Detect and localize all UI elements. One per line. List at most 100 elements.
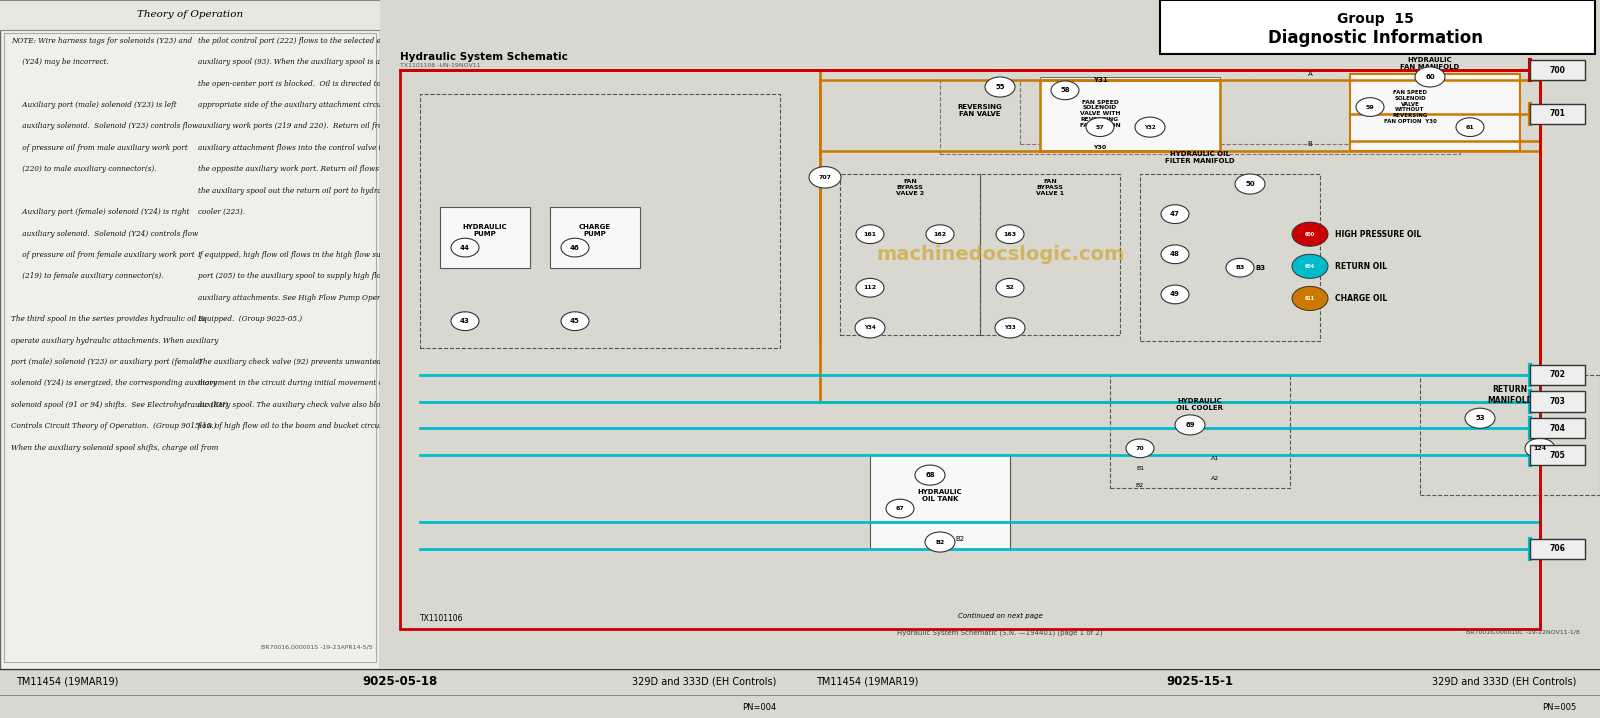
Text: NOTE: Wire harness tags for solenoids (Y23) and: NOTE: Wire harness tags for solenoids (Y… bbox=[11, 37, 192, 45]
Bar bbox=[1421, 375, 1600, 495]
Text: Y34: Y34 bbox=[864, 325, 875, 330]
Circle shape bbox=[854, 318, 885, 338]
Circle shape bbox=[995, 279, 1024, 297]
Text: Theory of Operation: Theory of Operation bbox=[138, 10, 243, 19]
Text: 705: 705 bbox=[1549, 450, 1565, 460]
Bar bbox=[400, 70, 1539, 629]
Text: PN=004: PN=004 bbox=[742, 703, 776, 712]
Text: 706: 706 bbox=[1549, 544, 1565, 554]
Circle shape bbox=[1525, 438, 1555, 458]
Circle shape bbox=[1162, 285, 1189, 304]
Text: 53: 53 bbox=[1475, 415, 1485, 421]
Bar bbox=[440, 208, 530, 268]
Circle shape bbox=[451, 238, 478, 257]
Bar bbox=[840, 174, 979, 335]
Text: 329D and 333D (EH Controls): 329D and 333D (EH Controls) bbox=[632, 677, 776, 687]
Text: A1: A1 bbox=[1211, 456, 1219, 461]
Bar bbox=[1160, 0, 1595, 54]
Text: B2: B2 bbox=[955, 536, 965, 541]
Text: 700: 700 bbox=[1549, 66, 1565, 75]
Text: 55: 55 bbox=[995, 84, 1005, 90]
Circle shape bbox=[995, 318, 1026, 338]
Text: 9025-15-1: 9025-15-1 bbox=[1166, 676, 1234, 689]
Text: 162: 162 bbox=[933, 232, 947, 237]
Bar bbox=[1139, 174, 1320, 341]
Circle shape bbox=[915, 465, 946, 485]
Bar bbox=[1530, 391, 1586, 411]
Text: 52: 52 bbox=[1006, 285, 1014, 290]
Bar bbox=[819, 70, 1539, 401]
Text: 604: 604 bbox=[1306, 264, 1315, 269]
Text: B2: B2 bbox=[936, 539, 944, 544]
Text: B1: B1 bbox=[1136, 466, 1144, 471]
Text: FAN SPEED
SOLENOID
VALVE
WITHOUT
REVERSING
FAN OPTION  Y30: FAN SPEED SOLENOID VALVE WITHOUT REVERSI… bbox=[1384, 90, 1437, 124]
Circle shape bbox=[925, 532, 955, 552]
Circle shape bbox=[451, 312, 478, 330]
Text: RETURN
MANIFOLD: RETURN MANIFOLD bbox=[1486, 385, 1533, 404]
Text: B2: B2 bbox=[1136, 482, 1144, 488]
Text: auxiliary spool (93). When the auxiliary spool is actuated,: auxiliary spool (93). When the auxiliary… bbox=[198, 58, 410, 66]
Circle shape bbox=[1293, 286, 1328, 310]
Circle shape bbox=[1293, 254, 1328, 279]
Bar bbox=[1530, 60, 1586, 80]
Text: A: A bbox=[1307, 70, 1312, 77]
Bar bbox=[1350, 74, 1520, 151]
Text: The auxiliary check valve (92) prevents unwanted: The auxiliary check valve (92) prevents … bbox=[198, 358, 381, 366]
Bar bbox=[870, 455, 1010, 549]
Bar bbox=[941, 80, 1459, 154]
Text: TM11454 (19MAR19): TM11454 (19MAR19) bbox=[16, 677, 118, 687]
Bar bbox=[1110, 375, 1290, 488]
Bar bbox=[979, 174, 1120, 335]
Text: 70: 70 bbox=[1136, 446, 1144, 451]
Text: 50: 50 bbox=[1245, 181, 1254, 187]
Text: B3: B3 bbox=[1254, 265, 1266, 271]
Circle shape bbox=[1226, 258, 1254, 277]
Text: of pressure oil from male auxiliary work port: of pressure oil from male auxiliary work… bbox=[11, 144, 189, 152]
Text: the pilot control port (222) flows to the selected end of the: the pilot control port (222) flows to th… bbox=[198, 37, 413, 45]
Text: Continued on next page: Continued on next page bbox=[958, 612, 1042, 619]
Text: the auxiliary spool out the return oil port to hydraulic oil: the auxiliary spool out the return oil p… bbox=[198, 187, 406, 195]
Circle shape bbox=[1126, 439, 1154, 457]
Text: 124: 124 bbox=[1533, 446, 1547, 451]
Text: HYDRAULIC
OIL TANK: HYDRAULIC OIL TANK bbox=[918, 489, 962, 502]
Text: flow of high flow oil to the boom and bucket circuits.: flow of high flow oil to the boom and bu… bbox=[198, 422, 390, 430]
Text: auxiliary work ports (219 and 220).  Return oil from the: auxiliary work ports (219 and 220). Retu… bbox=[198, 123, 403, 131]
Text: 161: 161 bbox=[864, 232, 877, 237]
Text: appropriate side of the auxiliary attachment circuit through: appropriate side of the auxiliary attach… bbox=[198, 101, 418, 109]
Circle shape bbox=[562, 238, 589, 257]
Text: HYDRAULIC OIL
FILTER MANIFOLD: HYDRAULIC OIL FILTER MANIFOLD bbox=[1165, 151, 1235, 164]
Bar bbox=[1530, 418, 1586, 438]
Text: When the auxiliary solenoid spool shifts, charge oil from: When the auxiliary solenoid spool shifts… bbox=[11, 444, 219, 452]
Circle shape bbox=[810, 167, 842, 188]
Text: cooler (223).: cooler (223). bbox=[198, 208, 245, 216]
Text: BR70016,000010C -19-22NOV11-1/8: BR70016,000010C -19-22NOV11-1/8 bbox=[1466, 630, 1581, 635]
Text: REVERSING
FAN VALVE: REVERSING FAN VALVE bbox=[958, 104, 1002, 117]
Text: TX1101106: TX1101106 bbox=[419, 615, 464, 623]
Text: 61: 61 bbox=[1466, 125, 1474, 130]
Text: 49: 49 bbox=[1170, 292, 1179, 297]
Text: 704: 704 bbox=[1549, 424, 1565, 433]
Bar bbox=[1040, 77, 1221, 151]
Circle shape bbox=[886, 499, 914, 518]
Text: the opposite auxiliary work port. Return oil flows through: the opposite auxiliary work port. Return… bbox=[198, 165, 410, 173]
Text: (219) to female auxiliary connector(s).: (219) to female auxiliary connector(s). bbox=[11, 272, 163, 280]
Text: Diagnostic Information: Diagnostic Information bbox=[1267, 29, 1483, 47]
Text: 707: 707 bbox=[819, 174, 832, 180]
Text: 600: 600 bbox=[1306, 232, 1315, 237]
Text: Y30: Y30 bbox=[1093, 145, 1107, 150]
Text: Controls Circuit Theory of Operation.  (Group 9015-15.): Controls Circuit Theory of Operation. (G… bbox=[11, 422, 218, 430]
Circle shape bbox=[1134, 117, 1165, 137]
Text: CHARGE
PUMP: CHARGE PUMP bbox=[579, 224, 611, 238]
Text: 69: 69 bbox=[1186, 422, 1195, 428]
Text: 60: 60 bbox=[1426, 74, 1435, 80]
Text: the open-center port is blocked.  Oil is directed to the: the open-center port is blocked. Oil is … bbox=[198, 80, 395, 88]
Text: FAN SPEED
SOLENOID
VALVE WITH
REVERSING
FAN OPTION: FAN SPEED SOLENOID VALVE WITH REVERSING … bbox=[1080, 100, 1120, 128]
Text: A2: A2 bbox=[1211, 476, 1219, 481]
Circle shape bbox=[1357, 98, 1384, 116]
Text: auxiliary solenoid.  Solenoid (Y23) controls flow: auxiliary solenoid. Solenoid (Y23) contr… bbox=[11, 123, 198, 131]
Text: 163: 163 bbox=[1003, 232, 1016, 237]
Text: HYDRAULIC
PUMP: HYDRAULIC PUMP bbox=[462, 224, 507, 238]
Text: 9025-05-18: 9025-05-18 bbox=[362, 676, 438, 689]
Text: auxiliary solenoid.  Solenoid (Y24) controls flow: auxiliary solenoid. Solenoid (Y24) contr… bbox=[11, 230, 198, 238]
Text: 112: 112 bbox=[864, 285, 877, 290]
